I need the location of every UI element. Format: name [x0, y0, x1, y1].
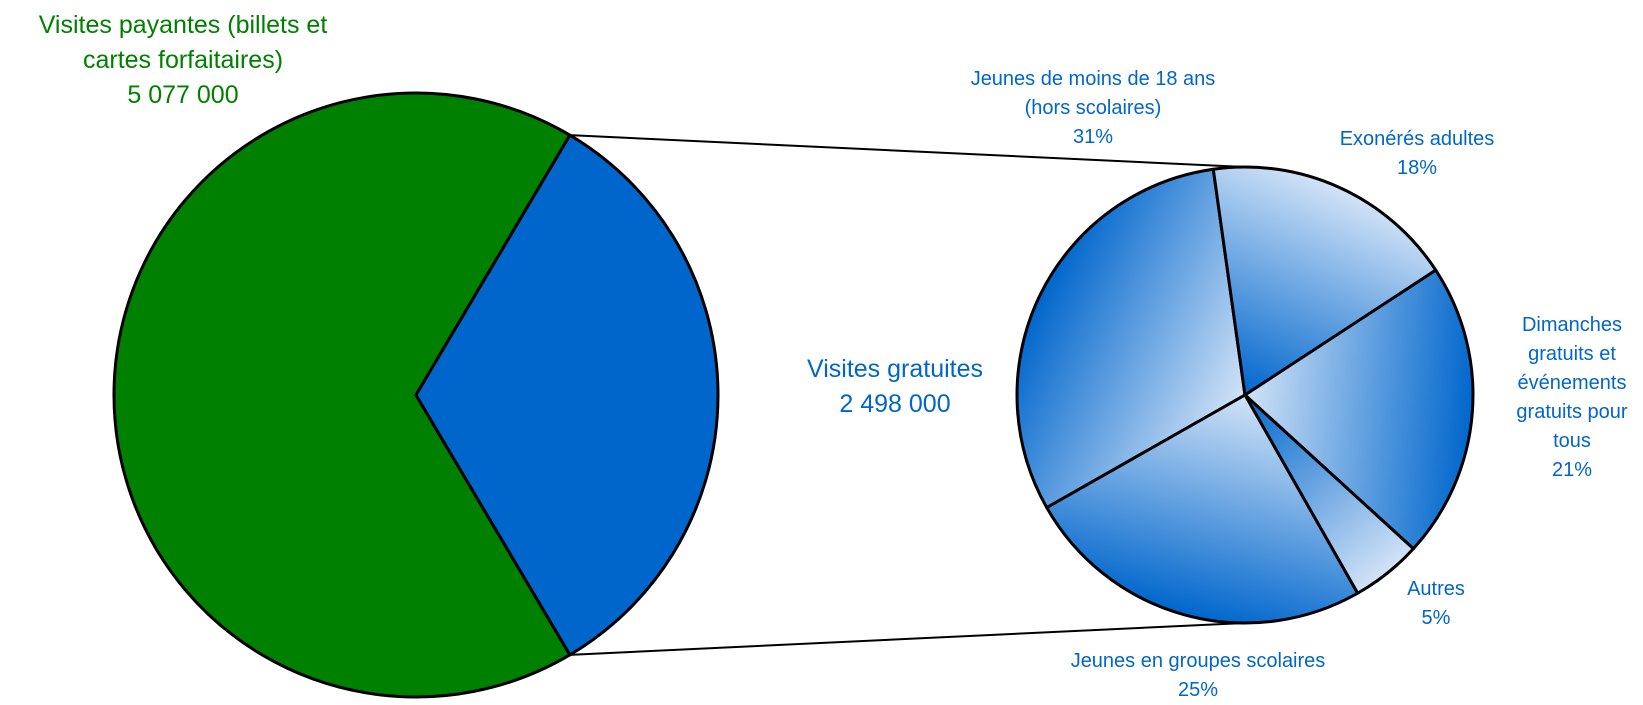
pie-slice: [1243, 268, 1475, 551]
connector: [569, 134, 1246, 168]
value-label: 5%: [1421, 607, 1451, 629]
pie-slice: [1045, 393, 1360, 625]
slice-label: Jeunes de moins de 18 ans (hors scolaire…: [961, 65, 1226, 152]
category-label: Dimanches gratuits et événements gratuit…: [1516, 314, 1628, 452]
slice-label: Dimanches gratuits et événements gratuit…: [1509, 311, 1635, 485]
value-label: 2 498 000: [839, 390, 951, 418]
category-label: Visites payantes (billets et cartes forf…: [38, 11, 328, 74]
slice-label: Visites gratuites 2 498 000: [745, 352, 1045, 422]
pie-slice: [414, 133, 720, 657]
slice-label: Visites payantes (billets et cartes forf…: [8, 8, 358, 113]
category-label: Visites gratuites: [806, 355, 983, 383]
value-label: 21%: [1551, 459, 1593, 481]
category-label: Autres: [1407, 578, 1465, 600]
category-label: Exonérés adultes: [1339, 128, 1495, 150]
value-label: 5 077 000: [127, 81, 239, 109]
value-label: 31%: [1072, 126, 1114, 148]
category-label: Jeunes de moins de 18 ans (hors scolaire…: [970, 68, 1216, 119]
value-label: 18%: [1396, 157, 1438, 179]
category-label: Jeunes en groupes scolaires: [1070, 650, 1326, 672]
connector: [569, 622, 1246, 656]
value-label: 25%: [1177, 679, 1219, 701]
pie-slice: [1015, 167, 1247, 510]
slice-label: Autres 5%: [1386, 575, 1486, 633]
pie-slice: [1211, 165, 1438, 397]
slice-label: Exonérés adultes 18%: [1307, 125, 1527, 183]
pie-slice: [112, 91, 572, 699]
slice-label: Jeunes en groupes scolaires 25%: [1028, 647, 1368, 705]
